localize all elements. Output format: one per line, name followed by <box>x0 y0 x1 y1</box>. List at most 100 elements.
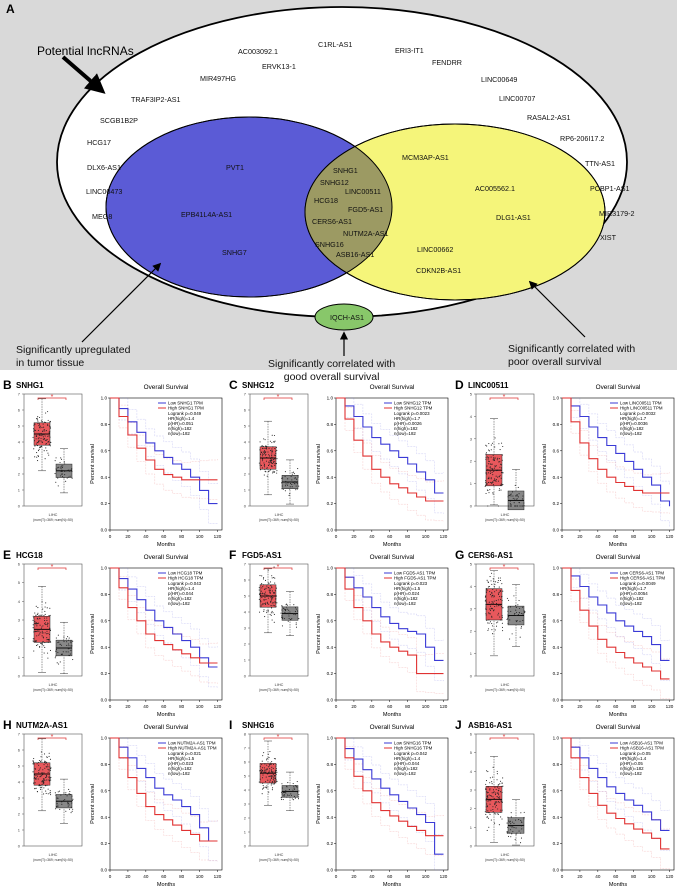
km-ci-line <box>562 567 670 641</box>
box-point <box>499 590 502 592</box>
box-point <box>269 461 271 464</box>
box-point <box>273 775 275 777</box>
legend-low-label: Low SNHG16 TPM <box>394 741 432 746</box>
box-point <box>297 476 299 478</box>
box-point <box>274 464 276 466</box>
box-point <box>270 784 272 786</box>
box-point <box>43 772 45 774</box>
box-point <box>484 485 486 488</box>
km-xtick-label: 100 <box>648 874 656 879</box>
box-point <box>288 494 290 496</box>
box-point <box>60 457 62 459</box>
boxplot-tick-label: 1 <box>470 651 473 656</box>
box-point <box>268 455 271 457</box>
box-point <box>285 785 288 787</box>
box-point <box>274 582 276 584</box>
box-point <box>497 476 499 478</box>
box-point <box>271 776 273 778</box>
box-point <box>68 476 70 478</box>
km-xtick-label: 60 <box>387 534 393 539</box>
box-point <box>32 428 35 430</box>
box-point <box>515 611 518 613</box>
box-point <box>271 619 273 621</box>
box-point <box>490 580 492 582</box>
box-point <box>265 786 267 788</box>
km-ylabel: Percent survival <box>316 444 322 484</box>
box-point <box>55 650 57 653</box>
boxplot-tick-label: 3 <box>244 626 247 631</box>
km-xtick-label: 20 <box>351 534 357 539</box>
box-point <box>498 824 500 826</box>
box-point <box>41 632 43 634</box>
box-point <box>489 788 491 790</box>
box-point <box>276 470 278 472</box>
box-point <box>284 610 287 612</box>
box-point <box>492 493 494 495</box>
box-point <box>273 577 275 579</box>
km-ci-line <box>336 397 444 474</box>
box-point <box>42 632 44 634</box>
box-point <box>38 422 40 424</box>
legend-high-label: High FGD5-AS1 TPM <box>394 576 436 581</box>
significance-star: * <box>277 564 280 571</box>
box-point <box>508 494 510 497</box>
box-point <box>59 808 61 810</box>
box-point <box>489 777 491 779</box>
box-point <box>44 761 46 763</box>
box-point <box>512 495 514 497</box>
box-point <box>41 783 43 786</box>
lncrna-label: FENDRR <box>432 58 462 67</box>
box-point <box>291 479 293 481</box>
box-point <box>274 778 276 780</box>
box-point <box>267 597 269 599</box>
box-point <box>36 635 38 637</box>
upregulated-arrow <box>81 262 162 343</box>
box-point <box>282 791 284 793</box>
box-point <box>42 772 44 774</box>
box-point <box>39 633 41 635</box>
km-xtick-label: 80 <box>179 704 185 709</box>
box-point <box>497 593 500 595</box>
box-point <box>486 805 488 807</box>
box-point <box>271 771 273 773</box>
box-point <box>517 505 519 507</box>
box-point <box>59 643 61 645</box>
box-point <box>271 789 273 791</box>
km-title: Overall Survival <box>144 384 189 391</box>
box-point <box>291 618 293 620</box>
box-point <box>34 788 36 790</box>
box-point <box>495 788 497 791</box>
box-point <box>269 768 271 770</box>
box-point <box>47 764 49 766</box>
panel-a: A Potential lncRNAs AC003092.1 C1RL-AS1 … <box>0 0 677 383</box>
box-point <box>264 591 266 593</box>
box-point <box>491 594 493 597</box>
box-point <box>44 610 46 612</box>
km-ytick-label: 0.4 <box>101 815 108 820</box>
box-point <box>497 796 499 798</box>
box-point <box>492 484 494 486</box>
box-point <box>274 471 276 473</box>
box-point <box>502 785 504 787</box>
boxplot-tick-label: 6 <box>18 562 21 567</box>
box-point <box>492 468 494 470</box>
km-ytick-label: 0.8 <box>553 592 560 597</box>
km-stat: HR(high)=1.5 <box>168 756 195 761</box>
legend-low-label: Low NUTM2A-AS1 TPM <box>168 741 216 746</box>
box-point <box>288 615 290 617</box>
box-point <box>288 612 290 614</box>
box-point <box>42 641 44 643</box>
box-point <box>35 438 37 440</box>
box-point <box>71 645 73 647</box>
box-point <box>492 455 494 457</box>
box-point <box>44 622 46 624</box>
gene-name: CERS6-AS1 <box>468 551 513 560</box>
box-point <box>40 440 42 442</box>
box-point <box>38 440 40 442</box>
box-point <box>45 602 47 604</box>
km-stat: Logrank p=0.0049 <box>620 581 656 586</box>
km-xtick-label: 20 <box>577 704 583 709</box>
km-xtick-label: 60 <box>161 534 167 539</box>
box-point <box>69 793 71 795</box>
box-point <box>286 612 289 614</box>
